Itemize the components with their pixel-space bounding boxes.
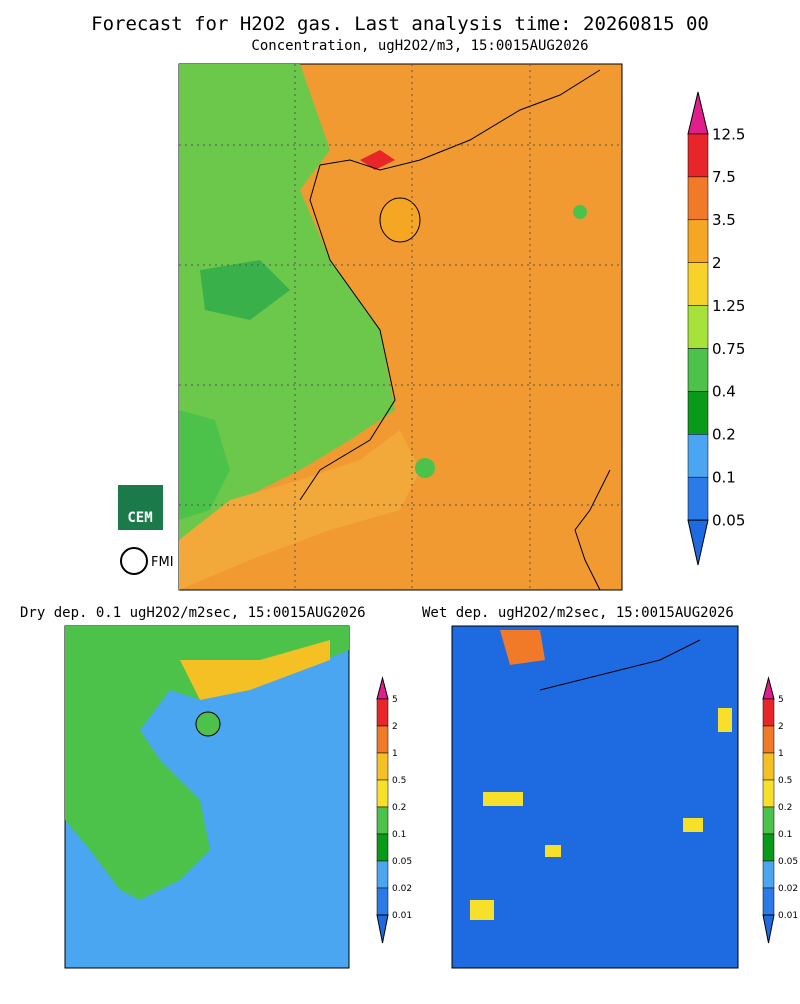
colorbar-segment [762,860,775,889]
wet-map [451,625,739,969]
colorbar-label: 0.4 [712,383,736,401]
colorbar-label: 12.5 [712,125,745,143]
colorbar-top [376,676,389,700]
colorbar-segment [687,176,709,221]
colorbar-segment [687,262,709,306]
colorbar-segment [762,698,775,727]
colorbar-segment [762,833,775,862]
colorbar-label: 0.1 [778,830,792,840]
grid [179,64,622,590]
colorbar-label: 0.2 [392,803,406,813]
island [379,197,421,243]
colorbar-segment [762,806,775,835]
land [179,64,395,540]
colorbar-label: 1.25 [712,297,745,315]
colorbar-label: 2 [392,722,398,732]
coastline [574,469,611,591]
colorbar-segment [376,806,389,835]
colorbar-segment [687,133,709,178]
colorbar-segment [376,698,389,727]
cem-logo [118,485,163,530]
colorbar-label: 1 [778,749,784,759]
colorbar-label: 7.5 [712,168,736,186]
subtitle: Concentration, ugH2O2/m3, 15:0015AUG2026 [251,38,588,54]
fmi-logo [120,547,148,575]
colorbar-label: 2 [778,722,784,732]
colorbar-label: 0.5 [778,776,792,786]
colorbar-label: 0.5 [392,776,406,786]
colorbar-label: 0.02 [392,884,412,894]
hotspot [718,708,732,732]
colorbar-segment [687,476,709,521]
land [180,640,330,700]
colorbar-top [762,676,775,700]
colorbar-segment [762,779,775,808]
colorbar-label: 3.5 [712,211,736,229]
land [65,626,349,900]
sea [179,430,420,590]
colorbar-segment [762,752,775,781]
land [179,410,230,520]
colorbar-label: 0.1 [392,830,406,840]
colorbar-segment [687,348,709,392]
colorbar-segment [687,305,709,349]
colorbar-segment [376,860,389,889]
colorbar-bottom [687,519,709,566]
colorbar-label: 0.01 [778,911,798,921]
colorbar-label: 0.2 [778,803,792,813]
main-map [178,63,623,591]
colorbar-segment [762,725,775,754]
hotspot [683,818,703,832]
colorbar-segment [687,434,709,478]
colorbar-label: 1 [392,749,398,759]
colorbar-label: 0.1 [712,468,736,486]
title: Forecast for H2O2 gas. Last analysis tim… [91,13,709,35]
hotspot [500,630,545,665]
coastline [319,69,601,171]
island [195,711,221,737]
colorbar-label: 5 [778,695,784,705]
dry-title: Dry dep. 0.1 ugH2O2/m2sec, 15:0015AUG202… [20,605,366,621]
hotspot [360,150,395,170]
colorbar-segment [376,779,389,808]
colorbar-segment [376,887,389,916]
colorbar-bottom [376,914,389,944]
colorbar-label: 0.01 [392,911,412,921]
coastline [299,164,396,501]
land [200,260,290,320]
wet-title: Wet dep. ugH2O2/m2sec, 15:0015AUG2026 [422,605,734,621]
colorbar-label: 0.2 [712,426,736,444]
hotspot [545,845,561,857]
colorbar-top [687,91,709,135]
hotspot [415,458,435,478]
colorbar-segment [687,219,709,263]
colorbar-label: 0.05 [392,857,412,867]
colorbar-segment [376,725,389,754]
cem-text: CEM [127,510,152,526]
colorbar-segment [376,752,389,781]
colorbar-label: 0.05 [778,857,798,867]
colorbar-bottom [762,914,775,944]
colorbar-segment [376,833,389,862]
colorbar-segment [687,391,709,435]
colorbar-label: 5 [392,695,398,705]
colorbar-label: 0.05 [712,511,745,529]
hotspot [483,792,523,806]
colorbar-label: 0.02 [778,884,798,894]
hotspot [573,205,587,219]
coastline [539,639,701,691]
fmi-text: FMI [151,555,174,570]
colorbar-label: 2 [712,254,722,272]
colorbar-segment [762,887,775,916]
dry-map [64,625,350,969]
colorbar-label: 0.75 [712,340,745,358]
hotspot [470,900,494,920]
